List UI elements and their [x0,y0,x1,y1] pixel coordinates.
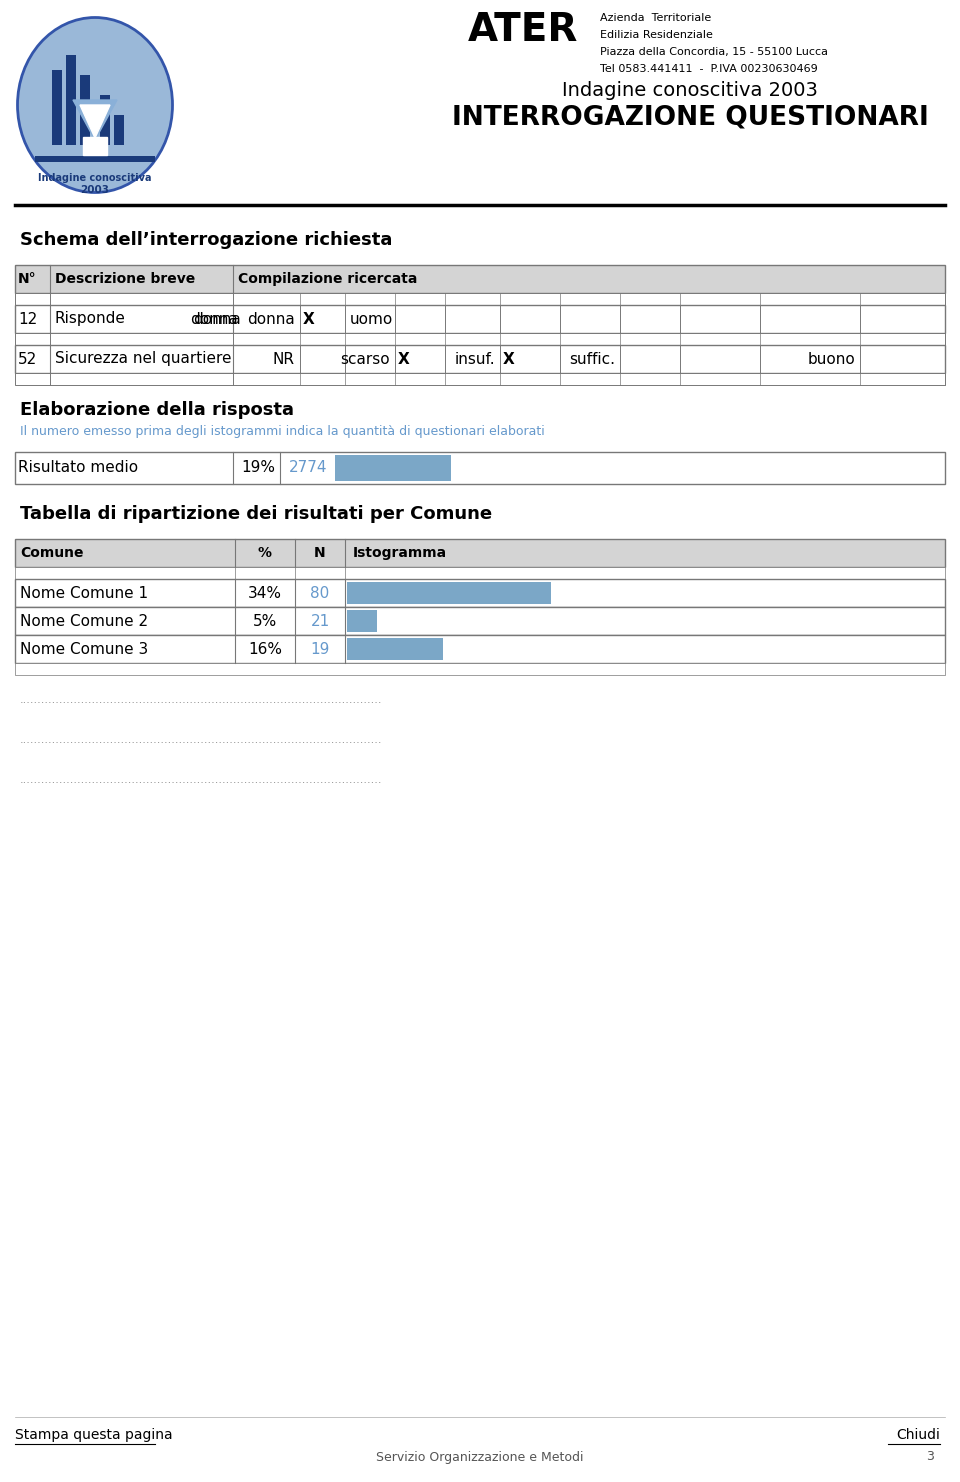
Text: uomo: uomo [350,311,394,326]
Text: Azienda  Territoriale: Azienda Territoriale [600,13,711,24]
Polygon shape [73,99,117,139]
Bar [335,455,451,482]
Text: ................................................................................: ........................................… [20,775,382,785]
Text: X: X [398,351,410,366]
Text: ATER: ATER [468,10,578,49]
Bar [15,373,945,385]
Text: Servizio Organizzazione e Metodi: Servizio Organizzazione e Metodi [376,1451,584,1464]
Text: Chiudi: Chiudi [896,1429,940,1442]
Text: Indagine conoscitiva 2003: Indagine conoscitiva 2003 [562,80,818,99]
Text: suffic.: suffic. [569,351,615,366]
Text: donna: donna [193,311,241,326]
Bar [114,116,124,145]
Text: 16%: 16% [248,642,282,657]
Text: NR: NR [273,351,295,366]
Text: Nome Comune 2: Nome Comune 2 [20,614,148,628]
Bar [347,637,443,659]
Bar [66,55,76,145]
Text: 19: 19 [310,642,329,657]
Text: 19%: 19% [241,461,275,476]
Bar [15,452,945,485]
Text: Nome Comune 1: Nome Comune 1 [20,585,148,600]
Text: buono: buono [807,351,855,366]
Text: donna: donna [248,311,295,326]
Text: N: N [314,545,325,560]
Text: Piazza della Concordia, 15 - 55100 Lucca: Piazza della Concordia, 15 - 55100 Lucca [600,47,828,56]
Text: insuf.: insuf. [454,351,495,366]
Text: Elaborazione della risposta: Elaborazione della risposta [20,402,294,419]
Bar [15,539,945,568]
Text: Schema dell’interrogazione richiesta: Schema dell’interrogazione richiesta [20,231,393,249]
Bar [15,568,945,579]
Text: 80: 80 [310,585,329,600]
Bar [15,662,945,674]
Text: X: X [303,311,315,326]
Bar [35,156,155,162]
Ellipse shape [17,18,173,193]
Polygon shape [80,105,110,138]
Bar [15,305,945,333]
Text: X: X [503,351,515,366]
Text: Edilizia Residenziale: Edilizia Residenziale [600,30,713,40]
Text: Compilazione ricercata: Compilazione ricercata [238,273,418,286]
Text: 5%: 5% [252,614,277,628]
Text: donna: donna [190,311,238,326]
Bar [15,608,945,634]
Bar [83,136,107,156]
Bar [100,95,110,145]
Bar [15,265,945,293]
Text: Nome Comune 3: Nome Comune 3 [20,642,148,657]
Text: 2003: 2003 [81,185,109,196]
Bar [15,579,945,608]
Text: Il numero emesso prima degli istogrammi indica la quantità di questionari elabor: Il numero emesso prima degli istogrammi … [20,425,544,439]
Text: 3: 3 [926,1451,934,1464]
Text: Risponde: Risponde [55,311,126,326]
Text: 52: 52 [18,351,37,366]
Text: Tabella di ripartizione dei risultati per Comune: Tabella di ripartizione dei risultati pe… [20,505,492,523]
Text: ................................................................................: ........................................… [20,695,382,705]
Text: N°: N° [18,273,36,286]
Text: Stampa questa pagina: Stampa questa pagina [15,1429,173,1442]
Text: Comune: Comune [20,545,84,560]
Bar [347,582,551,605]
Bar [80,76,90,145]
Text: 21: 21 [310,614,329,628]
Text: 12: 12 [18,311,37,326]
Text: ................................................................................: ........................................… [20,735,382,745]
Text: INTERROGAZIONE QUESTIONARI: INTERROGAZIONE QUESTIONARI [451,105,928,130]
Bar [15,345,945,373]
Bar [15,333,945,345]
Bar [347,611,377,631]
Text: %: % [258,545,272,560]
Text: Risultato medio: Risultato medio [18,461,138,476]
Text: Tel 0583.441411  -  P.IVA 00230630469: Tel 0583.441411 - P.IVA 00230630469 [600,64,818,74]
Text: Descrizione breve: Descrizione breve [55,273,195,286]
Bar [15,634,945,662]
Text: 2774: 2774 [289,461,327,476]
Bar [52,70,62,145]
Text: Istogramma: Istogramma [353,545,447,560]
Bar [15,293,945,305]
Text: scarso: scarso [341,351,390,366]
Text: Indagine conoscitiva: Indagine conoscitiva [38,173,152,182]
Text: 34%: 34% [248,585,282,600]
Text: Sicurezza nel quartiere: Sicurezza nel quartiere [55,351,231,366]
